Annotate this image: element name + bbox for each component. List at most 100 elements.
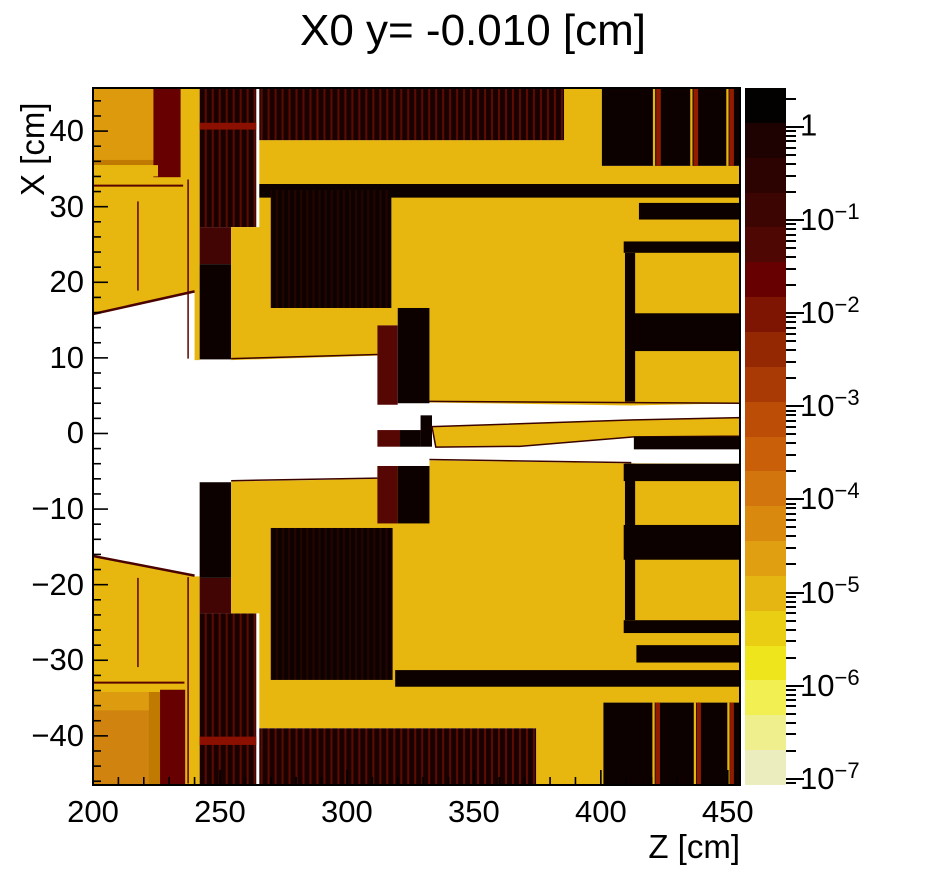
x-tick-label: 250 (194, 794, 246, 829)
colorbar-band (745, 297, 786, 333)
colorbar-tick (786, 321, 796, 324)
lower-black-band (395, 670, 740, 687)
left-lower-orange-light-strip (93, 692, 149, 711)
lower-right-vline-yellow-2 (693, 702, 697, 785)
left-upper-orange-edge (93, 159, 156, 166)
y-tick-label: 40 (49, 113, 84, 149)
colorbar-tick (786, 781, 796, 784)
colorbar-tick (786, 526, 796, 529)
colorbar-tick (786, 126, 804, 128)
left-lower-red-bar (160, 689, 186, 785)
colorbar-tick-label: 10−7 (800, 757, 860, 796)
y-tick-label: 0 (66, 415, 84, 451)
upper-striped-region (259, 88, 565, 141)
colorbar-band (745, 680, 786, 716)
lower-striped-column-red-band (199, 736, 257, 745)
upper-gap-edge-left (231, 354, 377, 358)
colorbar-tick (786, 256, 796, 259)
lower-right-bar-2 (623, 524, 740, 560)
colorbar-band (745, 366, 786, 403)
colorbar-band (745, 331, 786, 368)
colorbar-tick (786, 693, 796, 696)
colorbar-tick (786, 154, 796, 157)
colorbar-tick (786, 130, 796, 133)
colorbar-tick (786, 414, 796, 417)
upper-black-column-2 (397, 307, 430, 404)
center-red-block (377, 430, 400, 447)
colorbar-band (745, 541, 786, 577)
colorbar-tick (786, 247, 796, 250)
colorbar-tick-label: 10−1 (800, 198, 860, 238)
colorbar-band (745, 192, 786, 228)
colorbar-tick (786, 656, 796, 659)
colorbar-tick (786, 267, 796, 270)
lower-right-bar-1 (623, 463, 740, 482)
lower-right-bar-3 (623, 620, 740, 634)
upper-right-black-block (601, 88, 740, 166)
colorbar-band (745, 436, 786, 472)
y-tick-label: −30 (31, 642, 84, 678)
colorbar-tick (786, 619, 796, 622)
lower-striped-column (199, 613, 257, 785)
colorbar-band (745, 401, 786, 437)
colorbar-tick (786, 507, 796, 510)
y-tick-label: 30 (49, 188, 84, 224)
upper-red-column (377, 325, 398, 405)
colorbar-tick (786, 512, 796, 515)
colorbar-tick (786, 684, 804, 687)
beam-pipe-black-bar (633, 436, 740, 450)
upper-right-bar-a (638, 202, 740, 220)
lower-right-vline-red-3 (730, 702, 734, 785)
lower-gap-edge-right (429, 460, 631, 463)
colorbar-tick (786, 733, 796, 736)
colorbar-tick (786, 97, 796, 100)
colorbar-tick (786, 316, 796, 319)
colorbar-band (745, 610, 786, 647)
upper-striped-column (199, 88, 257, 228)
lower-big-black-block (270, 527, 393, 680)
upper-main-yellow (231, 88, 740, 406)
colorbar-tick (786, 777, 804, 780)
upper-big-black-block (270, 190, 392, 308)
upper-right-vline-red-3 (729, 88, 734, 166)
left-upper-red-bar (153, 88, 181, 178)
colorbar-tick (786, 223, 796, 226)
colorbar-tick (786, 595, 796, 598)
colorbar-tick (786, 409, 796, 412)
colorbar-tick (786, 163, 796, 166)
lower-red-column (377, 465, 398, 524)
colorbar-tick (786, 612, 796, 615)
colorbar-tick (786, 640, 796, 643)
lower-right-black-block (603, 702, 740, 785)
lower-right-bar-4 (636, 645, 740, 663)
x-tick-label: 200 (67, 794, 119, 829)
upper-black-column (199, 264, 232, 360)
colorbar-tick (786, 312, 804, 315)
colorbar-tick (786, 360, 796, 363)
x-axis-title: Z [cm] (648, 828, 740, 865)
colorbar-tick (786, 605, 796, 608)
colorbar-tick (786, 535, 796, 538)
colorbar-tick (786, 191, 796, 194)
y-tick-label: −40 (31, 717, 84, 753)
colorbar-tick (786, 135, 796, 138)
lower-right-vline-red-1 (655, 702, 661, 785)
colorbar-tick (786, 547, 796, 550)
colorbar-tick (786, 377, 796, 380)
colorbar-tick (786, 405, 804, 408)
upper-right-vline-red-2 (693, 88, 699, 166)
colorbar-tick (786, 688, 796, 691)
colorbar-band (745, 645, 786, 681)
upper-right-bar-b (623, 241, 740, 253)
upper-right-vline-yellow-1 (652, 88, 656, 166)
colorbar-tick (786, 419, 796, 422)
colorbar-tick (786, 470, 796, 473)
colorbar-tick (786, 233, 796, 236)
colorbar-band (745, 122, 786, 159)
colorbar-tick (786, 600, 796, 603)
colorbar-tick-label: 10−2 (800, 291, 860, 331)
colorbar-tick (786, 502, 796, 505)
upper-striped-column-red-band (199, 122, 257, 130)
colorbar-tick (786, 749, 796, 752)
x-tick-label: 400 (574, 794, 627, 829)
